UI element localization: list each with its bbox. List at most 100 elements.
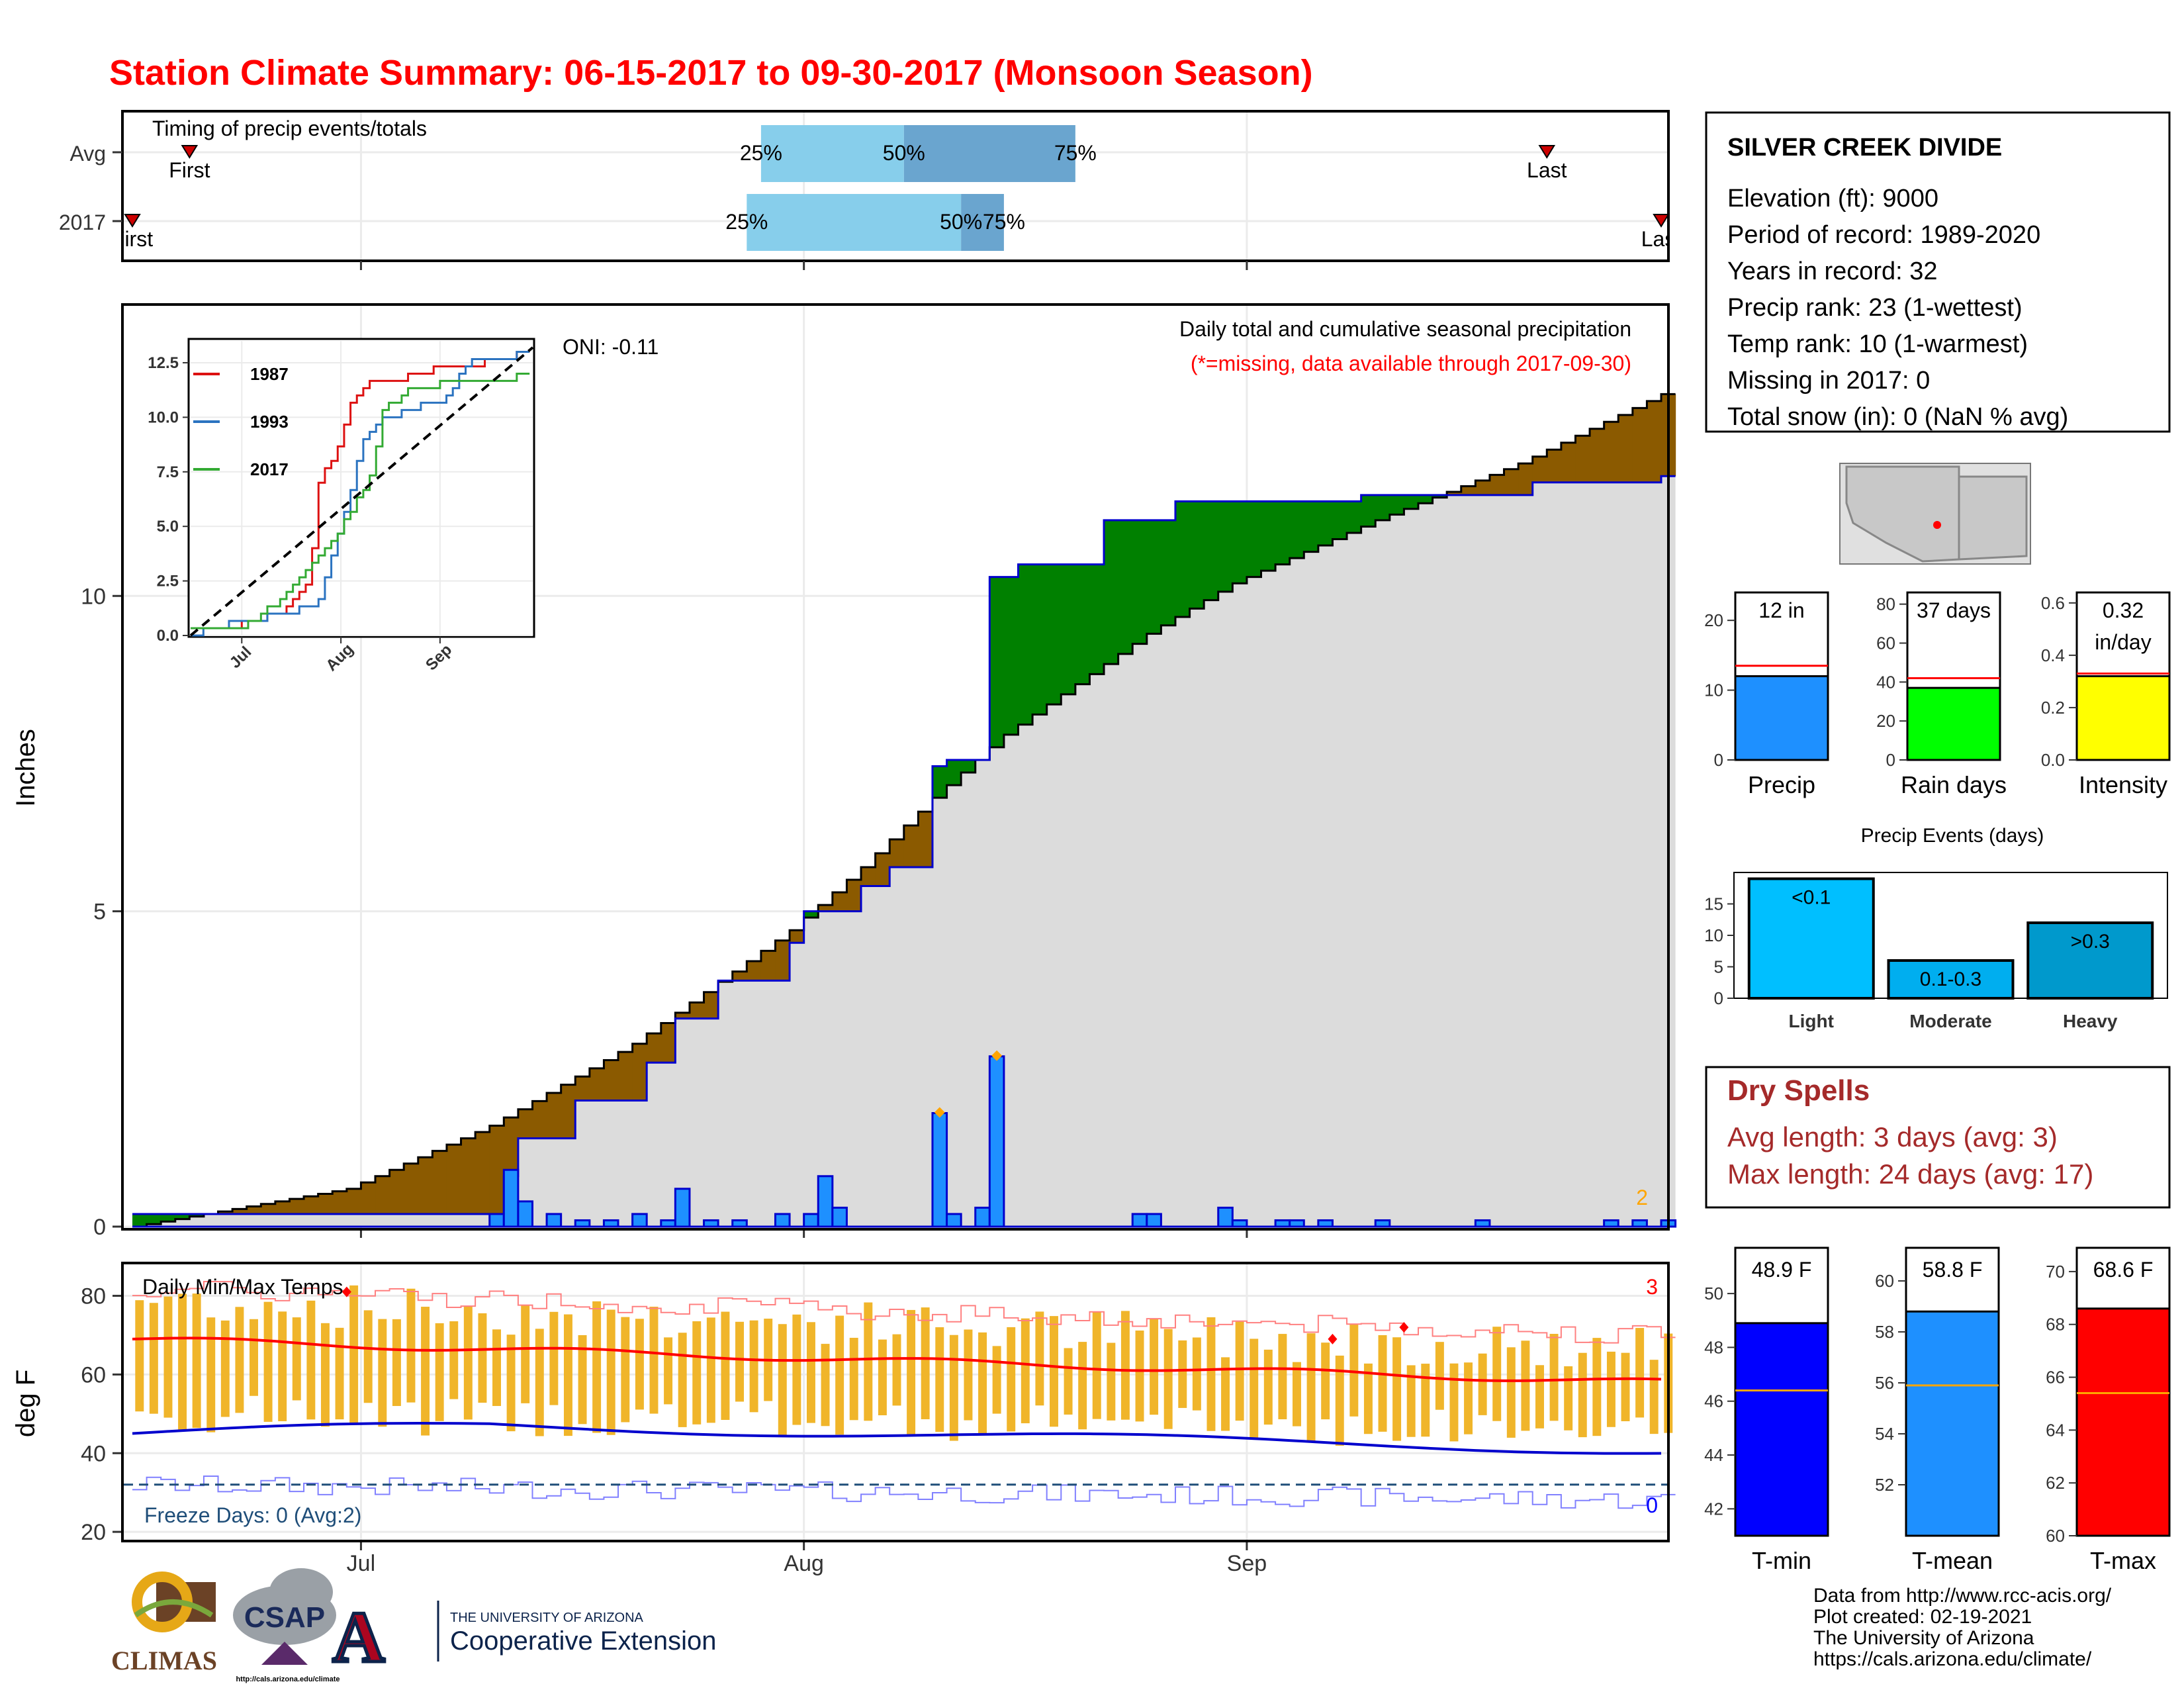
daily-temp-bar xyxy=(1421,1364,1430,1437)
daily-temp-bar xyxy=(1064,1348,1073,1415)
csap-url: http://cals.arizona.edu/climate xyxy=(236,1675,340,1683)
timing-row-avg: Avg xyxy=(69,142,106,165)
daily-temp-bar xyxy=(592,1301,602,1433)
below-average-area xyxy=(375,1176,390,1214)
daily-temp-bar xyxy=(449,1321,459,1399)
tempbar-t-max-tick-label: 66 xyxy=(2046,1368,2065,1387)
events-bar-moderate xyxy=(1887,959,2015,1000)
daily-temp-bar xyxy=(721,1311,730,1421)
daily-precip-bar xyxy=(488,1213,505,1228)
daily-temp-bar xyxy=(735,1321,744,1402)
timing-2017-first-label: First xyxy=(112,227,153,251)
below-average-area xyxy=(589,1068,605,1101)
daily-temp-bar xyxy=(835,1315,844,1435)
events-bar-label-heavy: >0.3 xyxy=(2071,931,2110,953)
daily-precip-bar xyxy=(631,1213,648,1228)
daily-temp-bar xyxy=(649,1307,659,1414)
daily-temp-bar xyxy=(921,1307,930,1419)
events-y-tick-label: 0 xyxy=(1714,988,1723,1008)
daily-temp-bar xyxy=(1363,1363,1373,1434)
below-average-area xyxy=(846,879,862,912)
timing-2017-p75-label: 75% xyxy=(983,210,1025,234)
tempbar-t-mean-tick-label: 52 xyxy=(1875,1475,1894,1495)
below-average-area xyxy=(1632,408,1648,483)
tempbar-t-max-tick-label: 68 xyxy=(2046,1315,2065,1335)
csap-mountain xyxy=(261,1642,308,1665)
daily-temp-bar xyxy=(864,1302,873,1421)
daily-temp-bar xyxy=(549,1311,559,1405)
daily-temp-bar xyxy=(506,1335,516,1432)
daily-precip-bar xyxy=(1131,1213,1148,1228)
below-average-area xyxy=(604,1060,619,1101)
daily-temp-bar xyxy=(421,1307,430,1436)
inset-y-tick-label: 12.5 xyxy=(148,354,179,372)
tempbar-t-min-bar xyxy=(1734,1322,1829,1537)
below-average-area xyxy=(246,1206,261,1214)
daily-temp-bar xyxy=(306,1300,316,1420)
above-average-area xyxy=(1332,501,1347,539)
events-bar-label-moderate: 0.1-0.3 xyxy=(1920,968,1981,990)
climas-logo-text: CLIMAS xyxy=(111,1646,217,1675)
daily-temp-bar xyxy=(792,1314,801,1425)
cumulative-average-line xyxy=(132,393,1676,1228)
tempbar-t-max-tick-label: 70 xyxy=(2046,1262,2065,1282)
mini-rain-days-tick-label: 60 xyxy=(1876,633,1895,653)
below-average-area xyxy=(489,1125,504,1214)
mini-bar-charts: 0 10 20 12 in Precip 0 20 40 60 80 37 days Rain day… xyxy=(1704,591,2171,798)
events-category-moderate: Moderate xyxy=(1909,1011,1991,1031)
above-average-area xyxy=(175,1213,190,1219)
inset-y-tick-label: 10.0 xyxy=(148,408,179,426)
mini-precip-value: 12 in xyxy=(1758,598,1804,622)
daily-temp-bar xyxy=(678,1333,687,1427)
daily-precip-bar xyxy=(831,1206,848,1228)
temp-ylabel: deg F xyxy=(11,1370,40,1437)
tempbar-t-max-tick-label: 62 xyxy=(2046,1473,2065,1493)
tempbar-t-min-tick-label: 46 xyxy=(1704,1391,1723,1411)
timing-avg-first-label: First xyxy=(169,158,210,182)
record-low-count: 0 xyxy=(1646,1493,1658,1517)
precip-panel-frame-top xyxy=(121,303,1670,1231)
footer: Data from http://www.rcc-acis.org/ Plot … xyxy=(111,1568,2112,1683)
below-average-area xyxy=(261,1203,276,1214)
below-average-area xyxy=(747,961,762,981)
inset-marks xyxy=(189,346,534,637)
events-category-light: Light xyxy=(1789,1011,1834,1031)
below-average-area xyxy=(660,1023,676,1063)
above-average-area xyxy=(1304,501,1319,552)
temp-marks xyxy=(124,1280,1676,1509)
daily-temp-bar xyxy=(1449,1363,1459,1442)
record-high-count: 3 xyxy=(1646,1275,1658,1299)
daily-temp-bar xyxy=(1435,1342,1444,1410)
station-snow: Total snow (in): 0 (NaN % avg) xyxy=(1727,403,2068,431)
daily-temp-bar xyxy=(1206,1317,1216,1431)
record-high-marker xyxy=(1328,1333,1338,1344)
above-average-area xyxy=(1075,564,1091,684)
below-average-area xyxy=(903,825,919,867)
csap-cloud-top xyxy=(269,1568,333,1616)
ua-line2: Cooperative Extension xyxy=(450,1626,716,1656)
mini-intensity-tick-label: 0.0 xyxy=(2041,750,2065,770)
mini-rain-days-tick-label: 0 xyxy=(1886,750,1895,770)
mini-precip-tick-label: 10 xyxy=(1704,680,1723,700)
mini-rain-days-label: Rain days xyxy=(1901,771,2007,798)
below-average-area xyxy=(1575,436,1590,483)
tempbar-t-mean-label: T-mean xyxy=(1912,1547,1993,1574)
daily-precip-bar xyxy=(946,1213,962,1228)
mini-intensity-value: 0.32 xyxy=(2103,598,2144,622)
daily-temp-bar xyxy=(578,1335,587,1425)
daily-temp-bar xyxy=(964,1329,973,1421)
above-average-area xyxy=(1432,494,1447,498)
above-average-area xyxy=(1204,501,1219,600)
events-y-tick-label: 15 xyxy=(1704,894,1723,914)
above-average-area xyxy=(1003,577,1019,735)
tempbar-t-min-label: T-min xyxy=(1752,1547,1811,1574)
record-high-line xyxy=(132,1280,1676,1344)
below-average-area xyxy=(418,1157,433,1214)
above-average-area xyxy=(1347,501,1362,533)
temp-y-tick-label: 40 xyxy=(81,1441,106,1466)
precip-caption: Daily total and cumulative seasonal prec… xyxy=(1179,317,1631,341)
daily-temp-bar xyxy=(1564,1366,1573,1430)
daily-temp-bar xyxy=(1521,1340,1530,1431)
below-average-area xyxy=(689,1002,705,1019)
below-average-area xyxy=(1504,469,1519,495)
